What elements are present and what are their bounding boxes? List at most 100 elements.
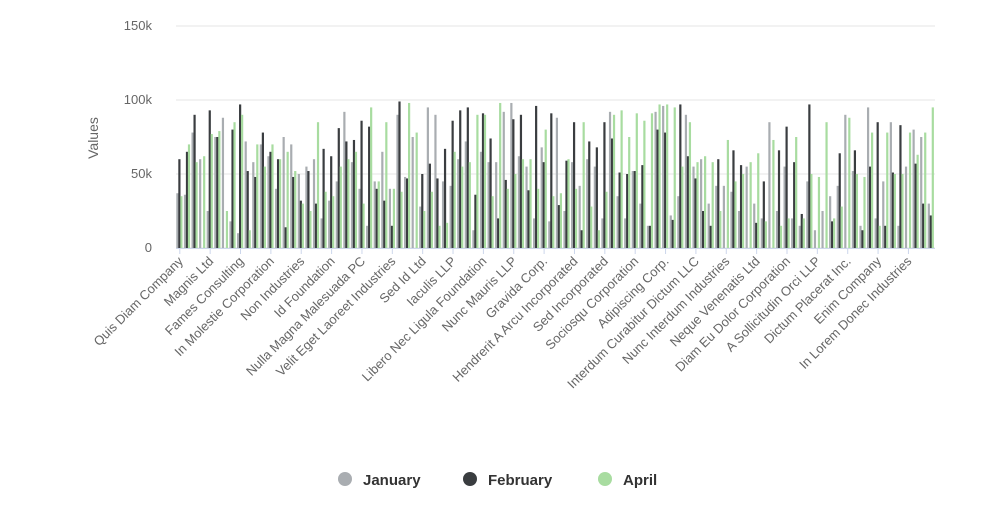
bar-april[interactable] <box>559 193 562 248</box>
bar-february[interactable] <box>504 179 507 248</box>
bar-january[interactable] <box>411 137 414 248</box>
bar-february[interactable] <box>322 148 325 248</box>
bar-january[interactable] <box>866 107 870 249</box>
bar-january[interactable] <box>350 162 354 248</box>
bar-january[interactable] <box>434 114 437 248</box>
bar-february[interactable] <box>633 171 636 248</box>
bar-april[interactable] <box>795 137 798 248</box>
bar-february[interactable] <box>542 162 545 248</box>
bar-february[interactable] <box>284 227 287 248</box>
bar-february[interactable] <box>588 141 591 248</box>
bar-february[interactable] <box>808 104 811 248</box>
bar-january[interactable] <box>191 132 194 248</box>
bar-april[interactable] <box>658 104 661 248</box>
bar-february[interactable] <box>762 181 765 248</box>
bar-february[interactable] <box>330 156 333 248</box>
bar-january[interactable] <box>601 218 604 248</box>
bar-february[interactable] <box>481 113 485 248</box>
bar-january[interactable] <box>214 137 217 248</box>
legend-item-february[interactable]: February <box>463 472 553 489</box>
bar-january[interactable] <box>335 181 338 248</box>
bar-february[interactable] <box>861 230 864 248</box>
bar-february[interactable] <box>648 225 652 248</box>
bar-april[interactable] <box>377 181 380 248</box>
bar-april[interactable] <box>901 174 904 248</box>
bar-april[interactable] <box>643 120 646 248</box>
bar-february[interactable] <box>231 129 234 248</box>
bar-february[interactable] <box>512 119 515 249</box>
bar-april[interactable] <box>233 122 236 248</box>
bar-february[interactable] <box>717 159 720 248</box>
bar-january[interactable] <box>244 141 247 248</box>
bar-january[interactable] <box>396 114 399 248</box>
bar-february[interactable] <box>216 137 219 248</box>
bar-april[interactable] <box>840 206 843 248</box>
bar-april[interactable] <box>210 134 213 248</box>
bar-april[interactable] <box>241 114 244 248</box>
bar-january[interactable] <box>829 196 832 248</box>
bar-february[interactable] <box>785 126 788 248</box>
bar-january[interactable] <box>517 156 521 248</box>
bar-april[interactable] <box>734 181 737 248</box>
bar-february[interactable] <box>390 225 394 248</box>
bar-february[interactable] <box>686 156 690 248</box>
bar-april[interactable] <box>256 144 259 248</box>
bar-april[interactable] <box>195 162 198 248</box>
bar-april[interactable] <box>203 156 206 248</box>
bar-april[interactable] <box>696 162 699 248</box>
bar-february[interactable] <box>239 104 242 248</box>
bar-april[interactable] <box>225 211 229 248</box>
bar-january[interactable] <box>836 185 839 248</box>
bar-april[interactable] <box>787 218 790 248</box>
bar-february[interactable] <box>853 150 857 248</box>
bar-january[interactable] <box>616 196 619 248</box>
bar-april[interactable] <box>863 176 866 248</box>
legend-item-april[interactable]: April <box>598 472 657 489</box>
bar-january[interactable] <box>631 171 634 248</box>
bar-january[interactable] <box>654 111 657 248</box>
bar-february[interactable] <box>208 110 211 248</box>
bar-april[interactable] <box>521 159 525 248</box>
bar-january[interactable] <box>388 188 392 248</box>
bar-february[interactable] <box>352 139 356 248</box>
bar-april[interactable] <box>825 122 828 248</box>
bar-february[interactable] <box>793 162 796 248</box>
bar-january[interactable] <box>768 122 771 248</box>
bar-april[interactable] <box>574 188 578 248</box>
bar-january[interactable] <box>533 218 536 248</box>
bar-february[interactable] <box>755 222 758 248</box>
bar-february[interactable] <box>899 125 902 248</box>
bar-january[interactable] <box>563 211 566 248</box>
bar-february[interactable] <box>732 150 735 248</box>
bar-april[interactable] <box>908 132 912 248</box>
bar-april[interactable] <box>628 137 631 248</box>
bar-april[interactable] <box>650 113 654 248</box>
bar-february[interactable] <box>626 174 629 248</box>
bar-february[interactable] <box>838 153 841 248</box>
bar-april[interactable] <box>605 191 608 248</box>
bar-february[interactable] <box>580 230 583 248</box>
bar-january[interactable] <box>806 181 809 248</box>
bar-april[interactable] <box>286 151 289 248</box>
bar-april[interactable] <box>620 110 623 248</box>
bar-february[interactable] <box>428 163 431 248</box>
bar-january[interactable] <box>882 181 885 248</box>
bar-january[interactable] <box>555 117 558 248</box>
bar-april[interactable] <box>567 159 570 248</box>
bar-january[interactable] <box>775 211 779 248</box>
bar-april[interactable] <box>339 166 342 248</box>
legend-item-january[interactable]: January <box>338 472 421 489</box>
bar-april[interactable] <box>499 102 502 249</box>
bar-february[interactable] <box>565 160 568 248</box>
bar-april[interactable] <box>544 129 547 248</box>
bar-february[interactable] <box>868 166 872 248</box>
bar-april[interactable] <box>810 174 813 248</box>
bar-april[interactable] <box>711 162 714 248</box>
bar-january[interactable] <box>312 159 316 248</box>
bar-april[interactable] <box>726 139 729 248</box>
bar-february[interactable] <box>276 159 280 248</box>
bar-february[interactable] <box>656 129 659 248</box>
bar-february[interactable] <box>360 120 363 248</box>
bar-april[interactable] <box>392 188 396 248</box>
bar-january[interactable] <box>624 218 627 248</box>
